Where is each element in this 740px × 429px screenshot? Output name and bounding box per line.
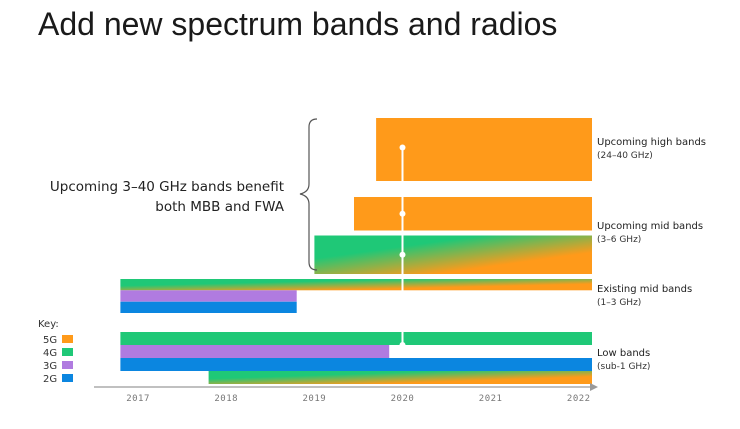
key-label-5g: 5G xyxy=(43,335,57,346)
existing-mid-bands-bar-4g-to-5g xyxy=(120,279,593,291)
key-label-3g: 3G xyxy=(43,361,57,372)
x-tick-2017: 2017 xyxy=(126,394,150,404)
marker-dot-1 xyxy=(399,144,406,151)
marker-dot-4 xyxy=(399,292,406,298)
x-axis: 2017 2018 2019 2020 2021 2022 xyxy=(94,383,598,404)
tech-key: Key: 5G 4G 3G 2G xyxy=(38,319,73,385)
existing-mid-bands-frequency-label: (1–3 GHz) xyxy=(597,298,641,308)
key-label-2g: 2G xyxy=(43,374,57,385)
upcoming-mid-bands-bar-5g xyxy=(354,197,592,231)
key-label-4g: 4G xyxy=(43,348,57,359)
marker-dot-3 xyxy=(399,251,406,258)
key-swatch-5g xyxy=(62,335,73,343)
marker-layer xyxy=(399,144,406,348)
bands-annotation: Upcoming 3–40 GHz bands benefit both MBB… xyxy=(50,177,284,217)
key-swatch-3g xyxy=(62,361,73,369)
key-swatch-4g xyxy=(62,348,73,356)
annotation-line-2: both MBB and FWA xyxy=(155,199,284,215)
existing-mid-bands-bar-2g xyxy=(120,301,297,313)
upcoming-mid-bands-frequency-label: (3–6 GHz) xyxy=(597,235,641,245)
key-swatch-2g xyxy=(62,374,73,382)
annotation-line-1: Upcoming 3–40 GHz bands benefit xyxy=(49,179,284,195)
marker-dot-2 xyxy=(399,210,406,217)
existing-mid-bands-bar-3g xyxy=(120,290,297,302)
x-tick-2018: 2018 xyxy=(214,394,238,404)
upcoming-mid-bands-label: Upcoming mid bands xyxy=(597,221,703,232)
low-bands-bar-2g xyxy=(120,358,593,371)
upcoming-mid-bands-bar-4g-to-5g xyxy=(314,235,592,274)
x-tick-2019: 2019 xyxy=(303,394,327,404)
upcoming-high-bands-label: Upcoming high bands xyxy=(597,137,706,148)
existing-mid-bands-label: Existing mid bands xyxy=(597,284,692,295)
key-title: Key: xyxy=(38,319,59,330)
low-bands-bar-4g-to-5g xyxy=(208,371,592,384)
upcoming-bands-brace xyxy=(299,118,318,271)
low-bands-label: Low bands xyxy=(597,348,650,359)
upcoming-high-bands-bar-5g xyxy=(376,118,592,181)
x-tick-2020: 2020 xyxy=(391,394,415,404)
band-labels: Upcoming high bands (24–40 GHz) Upcoming m… xyxy=(597,137,706,372)
low-bands-bar-4g xyxy=(120,332,593,345)
low-bands-bar-3g xyxy=(120,345,390,358)
brace-path xyxy=(299,118,318,271)
bars-layer xyxy=(120,118,593,384)
x-tick-2022: 2022 xyxy=(567,394,591,404)
x-axis-arrow xyxy=(590,383,598,391)
marker-dot-5 xyxy=(399,342,406,348)
page-title: Add new spectrum bands and radios xyxy=(38,6,558,42)
low-bands-frequency-label: (sub-1 GHz) xyxy=(597,362,650,372)
x-tick-2021: 2021 xyxy=(479,394,503,404)
upcoming-high-bands-frequency-label: (24–40 GHz) xyxy=(597,151,653,161)
